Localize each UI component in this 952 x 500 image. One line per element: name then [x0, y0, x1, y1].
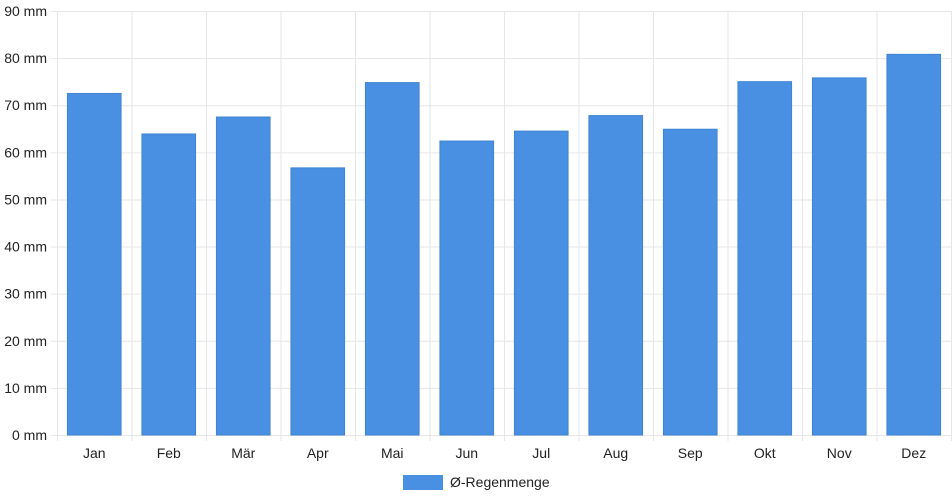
legend[interactable]: Ø-Regenmenge [403, 474, 550, 490]
bar-dez[interactable] [886, 53, 942, 436]
bar-sep[interactable] [662, 128, 718, 436]
bar-apr[interactable] [290, 167, 346, 436]
bar-feb[interactable] [141, 133, 197, 436]
x-tick-label: Apr [307, 445, 329, 461]
y-tick-label: 80 mm [4, 50, 47, 66]
x-tick-label: Nov [827, 445, 852, 461]
bar-mär[interactable] [215, 116, 271, 436]
y-tick-label: 0 mm [12, 427, 47, 443]
y-tick-label: 40 mm [4, 239, 47, 255]
bar-nov[interactable] [811, 77, 867, 436]
x-tick-label: Sep [678, 445, 703, 461]
legend-swatch[interactable] [403, 475, 443, 490]
y-tick-label: 90 mm [4, 3, 47, 19]
x-tick-label: Feb [157, 445, 181, 461]
x-tick-label: Aug [603, 445, 628, 461]
x-tick-label: Dez [901, 445, 926, 461]
x-tick-label: Mär [231, 445, 255, 461]
bar-aug[interactable] [588, 115, 644, 436]
y-tick-label: 70 mm [4, 97, 47, 113]
y-tick-label: 10 mm [4, 380, 47, 396]
bar-layer [66, 53, 942, 436]
bar-jul[interactable] [513, 130, 569, 436]
y-tick-label: 50 mm [4, 191, 47, 207]
bar-jan[interactable] [66, 92, 122, 436]
x-tick-label: Jul [532, 445, 550, 461]
bar-jun[interactable] [439, 140, 495, 436]
y-tick-label: 30 mm [4, 286, 47, 302]
y-tick-label: 60 mm [4, 144, 47, 160]
x-tick-label: Jan [83, 445, 106, 461]
y-tick-label: 20 mm [4, 333, 47, 349]
bar-okt[interactable] [737, 81, 793, 436]
legend-label[interactable]: Ø-Regenmenge [450, 474, 550, 490]
x-tick-label: Okt [754, 445, 776, 461]
x-tick-label: Jun [455, 445, 478, 461]
bar-mai[interactable] [364, 82, 420, 436]
axis-layer: 0 mm 10 mm 20 mm 30 mm 40 mm 50 mm 60 mm 70 mm 8… [4, 3, 926, 461]
x-tick-label: Mai [381, 445, 404, 461]
